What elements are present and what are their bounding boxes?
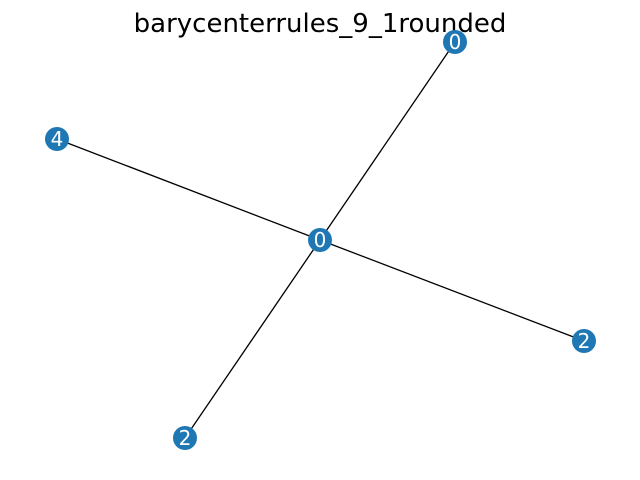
node-circle	[45, 127, 69, 151]
node-label: 0	[449, 30, 462, 54]
edge-center-right	[319, 239, 585, 342]
node-circle	[443, 30, 467, 54]
edge-center-bottom	[184, 239, 321, 439]
node-label: 2	[179, 426, 192, 450]
node-top-right: 0	[443, 30, 467, 54]
graph-title: barycenterrules_9_1rounded	[134, 9, 507, 39]
node-bottom: 2	[173, 426, 197, 450]
node-label: 2	[578, 329, 591, 353]
node-center: 0	[308, 228, 332, 252]
node-label: 0	[314, 228, 327, 252]
edge-center-top-right	[319, 41, 456, 241]
edge-center-left	[56, 138, 321, 241]
edges-layer	[56, 41, 585, 439]
node-right: 2	[572, 329, 596, 353]
node-circle	[308, 228, 332, 252]
node-left: 4	[45, 127, 69, 151]
nodes-layer: 0 0 4 2 2	[45, 30, 596, 450]
node-label: 4	[51, 127, 64, 151]
node-circle	[173, 426, 197, 450]
node-circle	[572, 329, 596, 353]
